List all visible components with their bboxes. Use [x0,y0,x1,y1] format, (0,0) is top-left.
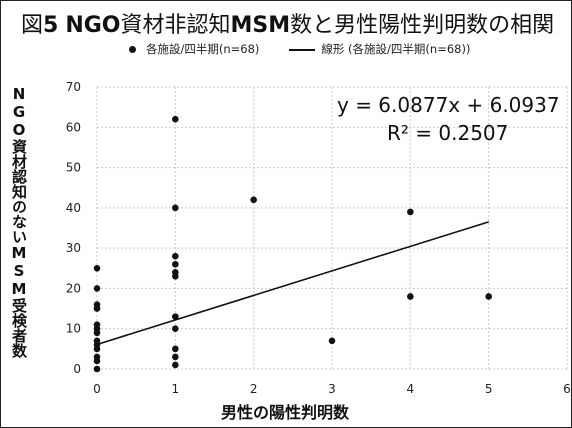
y-axis-label: NGO資材認知のないMSM受検者数 [10,85,28,358]
legend-marker-icon [129,46,136,53]
legend-line-label: 線形 (各施設/四半期(n=68)) [321,42,471,56]
data-point [485,293,492,300]
y-tick-label: 50 [66,161,81,175]
x-tick-label: 0 [93,382,101,396]
data-point [407,293,414,300]
y-tick-label: 10 [66,322,81,336]
x-axis-label: 男性の陽性判明数 [221,403,350,422]
x-tick-label: 4 [407,382,415,396]
data-point [93,305,101,312]
data-point [93,264,101,272]
data-point [172,115,179,123]
data-point [172,361,179,369]
data-point [93,345,101,353]
y-tick-label: 30 [66,241,81,255]
y-tick-label: 70 [66,80,81,94]
x-tick-label: 1 [172,382,180,396]
data-point [93,365,101,373]
data-point [172,252,179,260]
data-point [93,357,101,365]
data-point [172,313,179,320]
x-tick-label: 5 [485,382,493,396]
legend-line-icon [289,48,316,51]
chart-legend: 各施設/四半期(n=68) 線形 (各施設/四半期(n=68)) [129,41,470,57]
data-point [328,337,336,345]
trendline [96,221,489,346]
trendline-equation: y = 6.0877x + 6.0937 [337,93,560,117]
x-tick-label: 2 [250,382,258,396]
data-point [250,196,257,204]
data-point [172,325,179,333]
y-tick-label: 0 [73,362,81,376]
data-point [172,204,179,212]
legend-scatter-label: 各施設/四半期(n=68) [146,42,260,56]
data-point [172,353,179,361]
y-tick-label: 60 [66,120,81,134]
data-point [172,273,179,280]
r-squared-label: R² = 0.2507 [387,121,509,145]
data-point [407,208,414,216]
y-tick-label: 20 [66,281,81,295]
chart-title: 図5 NGO資材非認知MSM数と男性陽性判明数の相関 [21,13,555,38]
x-tick-label: 3 [328,382,336,396]
y-tick-label: 40 [66,201,81,215]
x-tick-label: 6 [563,382,571,396]
data-point [172,260,179,268]
data-point [93,329,101,337]
data-point [172,345,179,353]
data-point [93,285,101,292]
